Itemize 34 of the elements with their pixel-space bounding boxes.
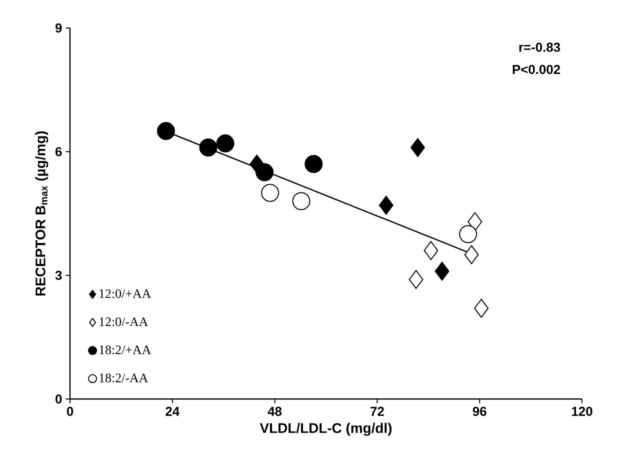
y-tick-label: 6 bbox=[55, 147, 62, 156]
point bbox=[304, 155, 323, 174]
x-tick-label: 72 bbox=[370, 406, 384, 416]
point bbox=[256, 163, 274, 182]
point bbox=[216, 134, 234, 152]
point bbox=[468, 212, 482, 232]
point bbox=[424, 241, 438, 260]
annotation: P<0.002 bbox=[512, 64, 560, 74]
legend-label: 18:2/+AA bbox=[100, 345, 152, 354]
x-tick-label: 48 bbox=[268, 406, 282, 416]
x-tick-label: 0 bbox=[66, 406, 74, 416]
legend-label: 12:0/-AA bbox=[100, 317, 148, 326]
point bbox=[157, 122, 176, 140]
point bbox=[474, 298, 489, 318]
x-tick-label: 120 bbox=[572, 406, 592, 416]
annotation: r=-0.83 bbox=[519, 42, 560, 52]
legend-label: 18:2/-AA bbox=[100, 374, 148, 382]
point bbox=[410, 138, 425, 158]
y-axis-title: RECEPTOR B$_{max}$ (µg/mg) bbox=[35, 131, 48, 296]
y-tick-label: 3 bbox=[55, 270, 62, 280]
y-tick-label: 9 bbox=[55, 23, 62, 33]
x-tick-label: 24 bbox=[166, 406, 180, 416]
point bbox=[292, 192, 310, 210]
point bbox=[199, 138, 218, 157]
legend-label: 12:0/+AA bbox=[100, 289, 152, 298]
x-axis-title: VLDL/LDL-C (mg/dl) bbox=[260, 422, 392, 436]
point bbox=[459, 225, 478, 244]
x-tick-label: 96 bbox=[472, 406, 486, 416]
point bbox=[464, 245, 479, 264]
y-tick-label: 0 bbox=[56, 394, 62, 404]
point bbox=[408, 270, 424, 289]
point bbox=[434, 262, 450, 281]
point bbox=[378, 196, 394, 215]
point bbox=[261, 184, 280, 202]
